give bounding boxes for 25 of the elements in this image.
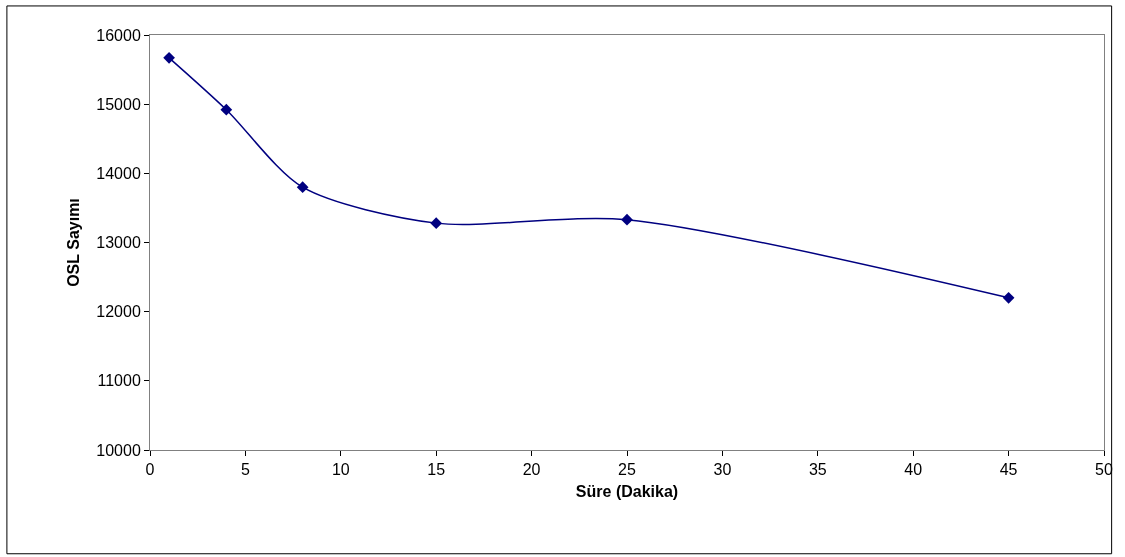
y-tick-label: 15000 <box>96 95 141 113</box>
y-tick-label: 12000 <box>96 303 141 321</box>
point <box>430 217 443 229</box>
y-tick-label: 13000 <box>96 234 141 252</box>
x-tick-label: 10 <box>331 461 350 479</box>
point <box>220 103 233 116</box>
y-tick-label: 16000 <box>96 26 141 44</box>
x-tick-label: 0 <box>145 461 155 479</box>
y-tick-label: 14000 <box>96 164 141 182</box>
x-tick-label: 40 <box>904 461 923 479</box>
point <box>1002 291 1015 304</box>
y-axis-title: OSL Sayımı <box>65 198 83 287</box>
x-tick-label: 25 <box>618 461 636 479</box>
point <box>621 213 633 226</box>
x-tick-label: 5 <box>240 461 250 479</box>
y-tick-label: 11000 <box>97 372 141 390</box>
point <box>296 181 309 194</box>
x-tick-label: 35 <box>808 461 827 479</box>
point <box>163 51 175 64</box>
x-tick-label: 20 <box>522 461 541 479</box>
x-tick-label: 45 <box>999 461 1018 479</box>
y-tick-label: 10000 <box>96 441 141 459</box>
x-tick-label: 15 <box>427 461 446 479</box>
x-axis-title: Süre (Dakika) <box>575 482 679 500</box>
x-tick-label: 30 <box>713 461 732 479</box>
